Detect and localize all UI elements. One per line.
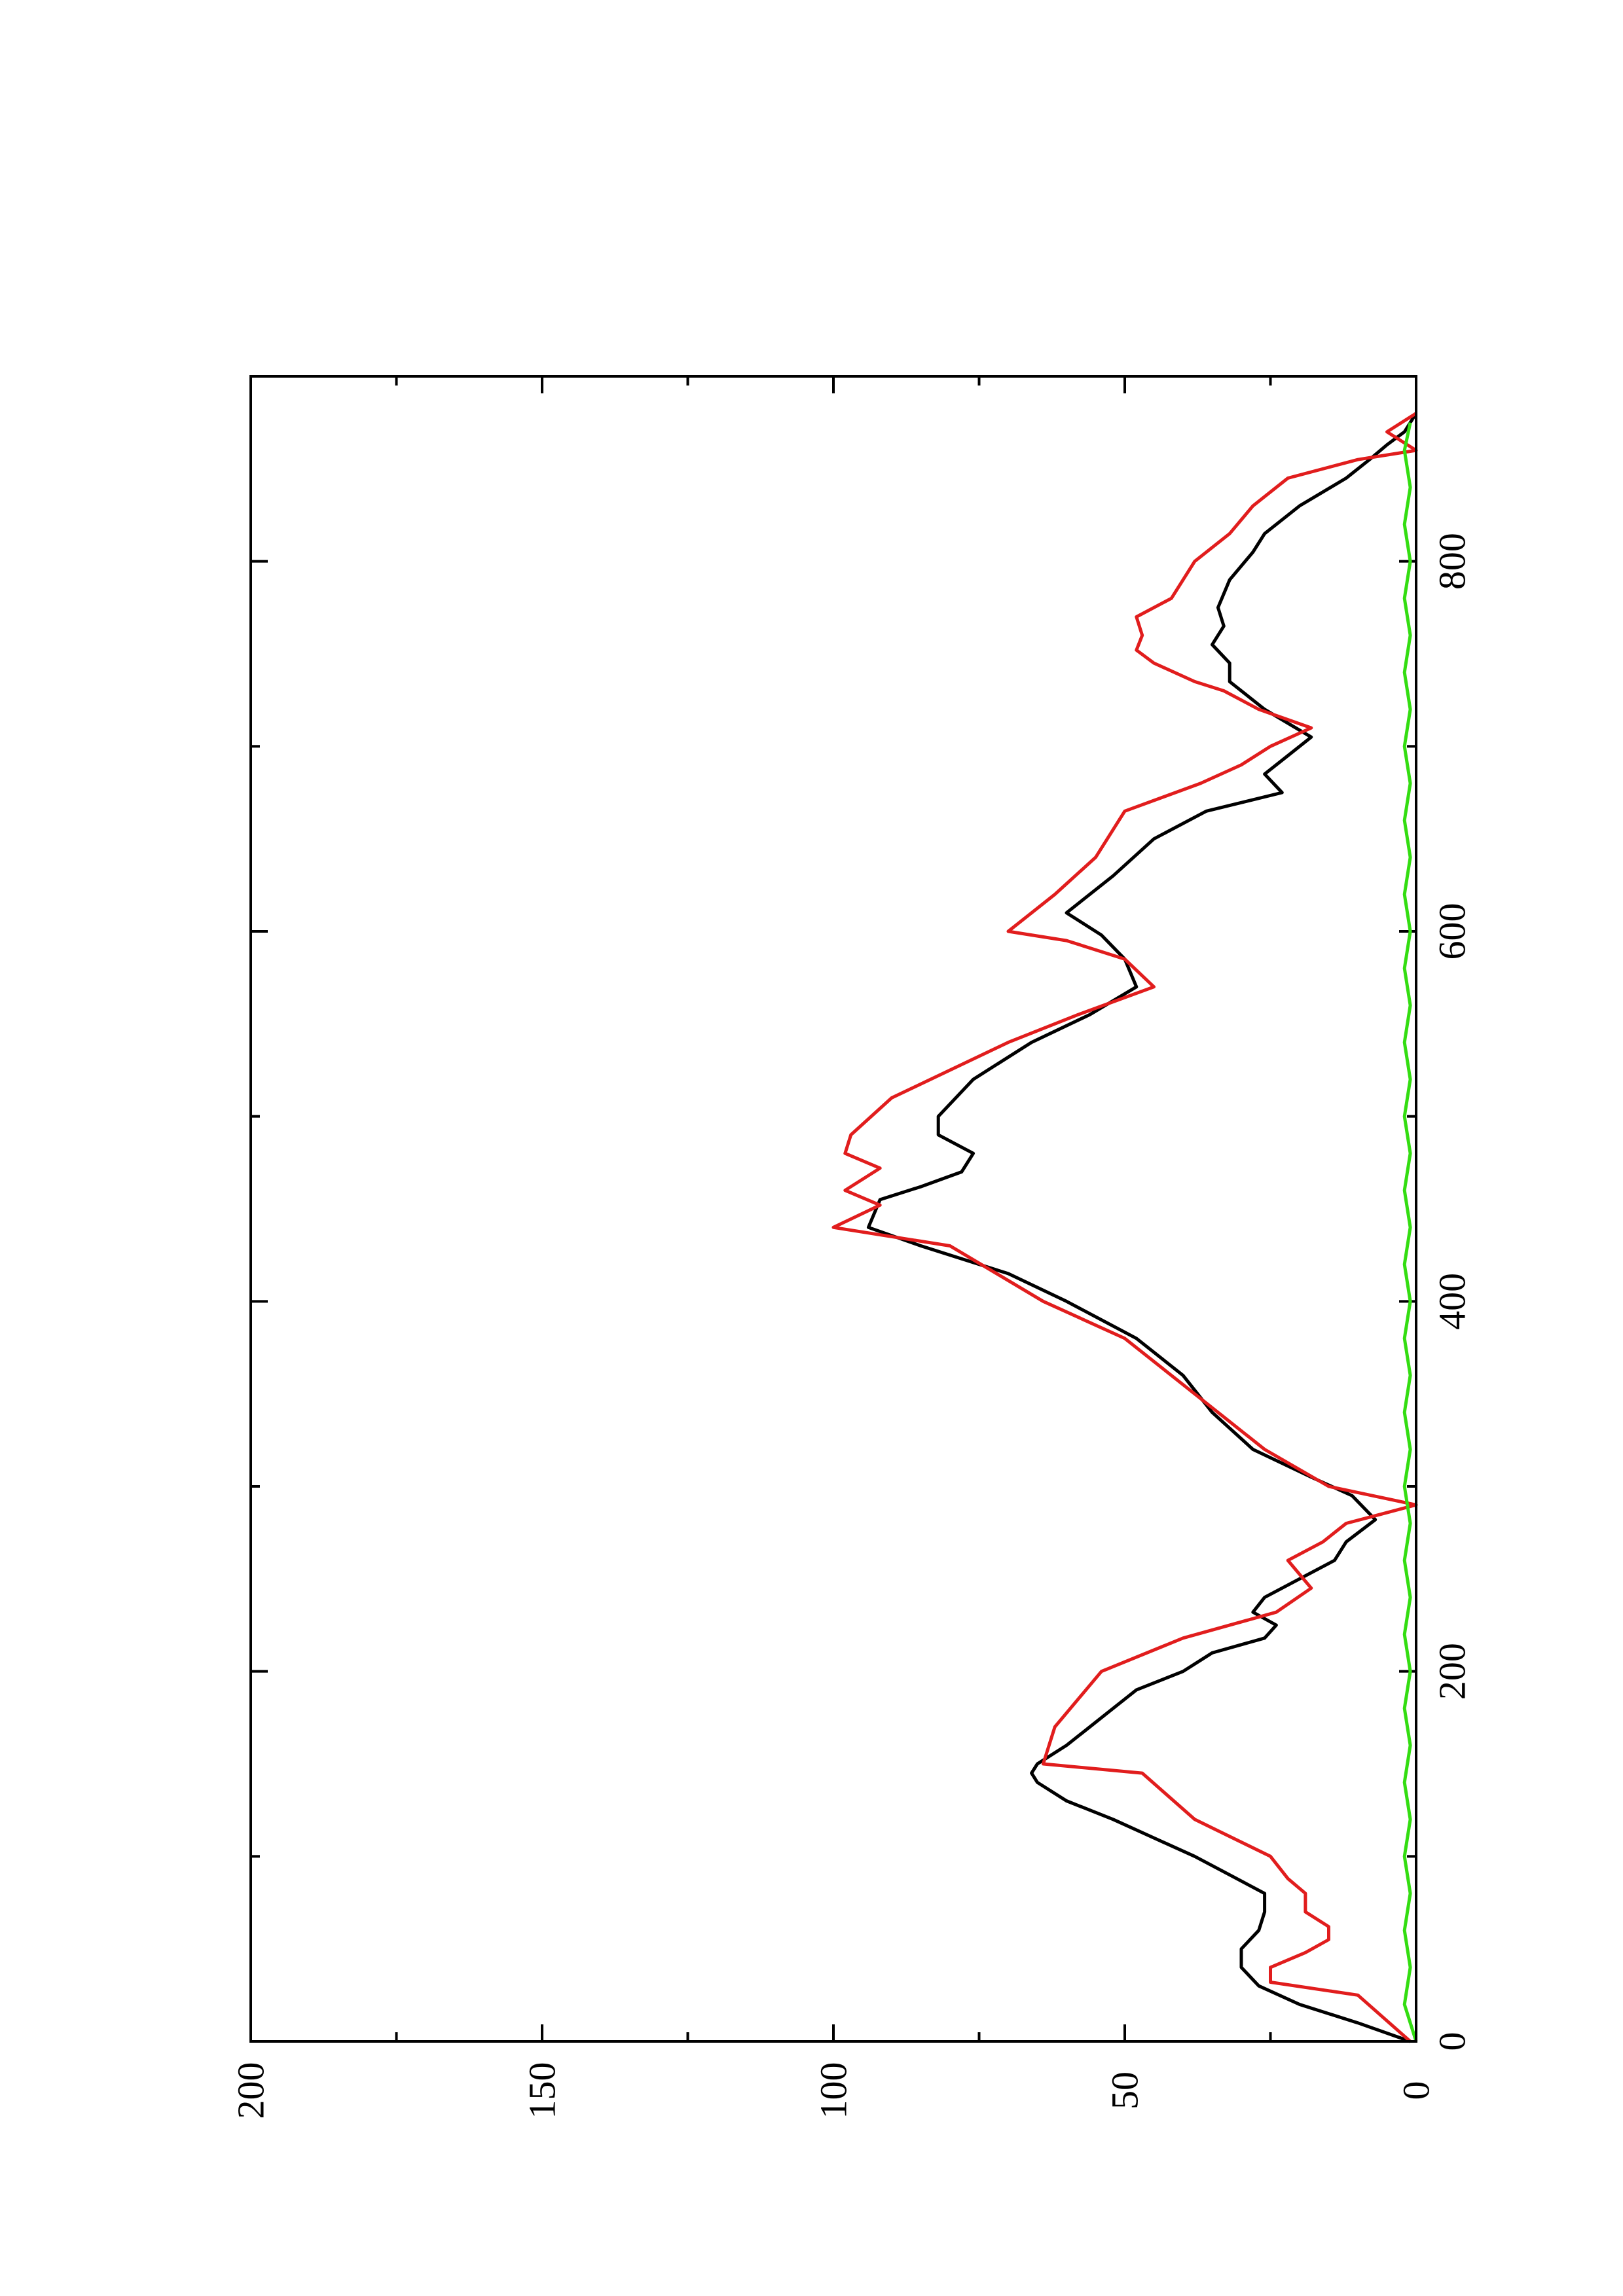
y-tick-label: 100 [812, 2062, 855, 2119]
x-tick-label: 400 [1431, 1273, 1474, 1330]
x-tick-label: 200 [1431, 1643, 1474, 1700]
x-tick-label: 0 [1431, 2032, 1474, 2051]
x-tick-label: 600 [1431, 903, 1474, 960]
series-line-1 [866, 412, 1418, 2043]
y-tick-label: 150 [521, 2062, 564, 2119]
plot-frame [249, 375, 1417, 2043]
y-tick-label: 50 [1104, 2072, 1146, 2109]
y-tick-label: 0 [1395, 2081, 1438, 2100]
series-line-3 [1402, 422, 1418, 2042]
tick-labels-layer: 0 200 400 600 800 0 50 100 150 200 [230, 533, 1474, 2119]
series-layer [831, 412, 1418, 2043]
ticks-layer [249, 376, 1417, 2043]
series-line-2 [831, 412, 1418, 2043]
x-tick-label: 800 [1431, 533, 1474, 590]
y-tick-label: 200 [230, 2062, 272, 2119]
